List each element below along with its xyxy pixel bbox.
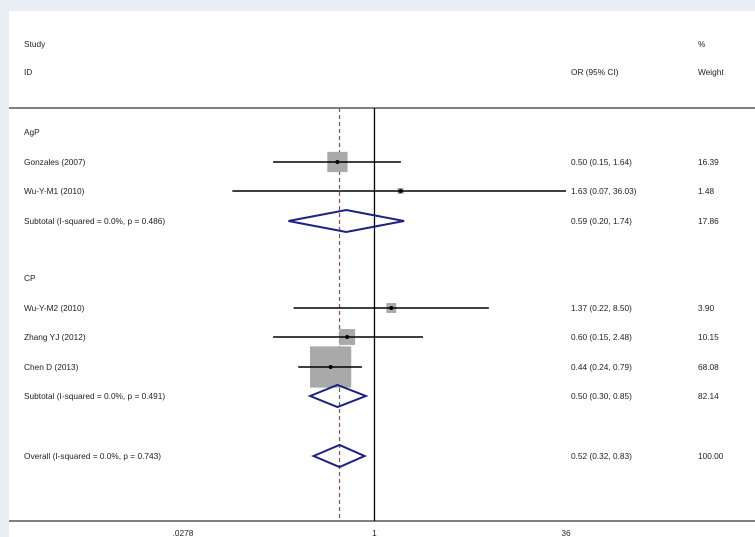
row-weight: 100.00 bbox=[698, 451, 724, 461]
group-label-agp: AgP bbox=[24, 127, 40, 137]
row-label: Subtotal (I-squared = 0.0%, p = 0.491) bbox=[24, 391, 165, 401]
header-weight: Weight bbox=[698, 67, 724, 77]
row-label: Subtotal (I-squared = 0.0%, p = 0.486) bbox=[24, 216, 165, 226]
x-tick-label: .0278 bbox=[173, 528, 194, 537]
row-label: Overall (I-squared = 0.0%, p = 0.743) bbox=[24, 451, 161, 461]
pooled-diamond bbox=[307, 383, 369, 409]
point-estimate bbox=[335, 160, 340, 164]
row-weight: 68.08 bbox=[698, 362, 719, 372]
row-label: Wu-Y-M1 (2010) bbox=[24, 186, 85, 196]
row-ci-text: 0.52 (0.32, 0.83) bbox=[571, 451, 632, 461]
row-weight: 17.86 bbox=[698, 216, 719, 226]
row-label: Chen D (2013) bbox=[24, 362, 79, 372]
point-estimate bbox=[328, 365, 333, 369]
header-or-ci: OR (95% CI) bbox=[571, 67, 619, 77]
point-estimate bbox=[398, 189, 403, 193]
pooled-diamond bbox=[288, 208, 405, 234]
row-ci-text: 1.63 (0.07, 36.03) bbox=[571, 186, 637, 196]
plot-marks bbox=[232, 151, 567, 469]
row-ci-text: 0.44 (0.24, 0.79) bbox=[571, 362, 632, 372]
row-ci-text: 0.50 (0.15, 1.64) bbox=[571, 157, 632, 167]
row-ci-text: 1.37 (0.22, 8.50) bbox=[571, 303, 632, 313]
point-estimate bbox=[345, 335, 350, 339]
header-percent: % bbox=[698, 39, 706, 49]
row-weight: 82.14 bbox=[698, 391, 719, 401]
row-ci-text: 0.60 (0.15, 2.48) bbox=[571, 332, 632, 342]
x-tick-label: 36 bbox=[561, 528, 571, 537]
row-label: Gonzales (2007) bbox=[24, 157, 86, 167]
row-label: Wu-Y-M2 (2010) bbox=[24, 303, 85, 313]
row-label: Zhang YJ (2012) bbox=[24, 332, 86, 342]
row-ci-text: 0.59 (0.20, 1.74) bbox=[571, 216, 632, 226]
row-weight: 10.15 bbox=[698, 332, 719, 342]
x-tick-label: 1 bbox=[372, 528, 377, 537]
group-label-cp: CP bbox=[24, 273, 36, 283]
forest-plot-svg: Study ID OR (95% CI) % Weight AgP CP Gon… bbox=[9, 39, 755, 537]
header-study: Study bbox=[24, 39, 46, 49]
row-ci-text: 0.50 (0.30, 0.85) bbox=[571, 391, 632, 401]
row-weight: 16.39 bbox=[698, 157, 719, 167]
pooled-diamond bbox=[311, 443, 368, 469]
row-weight: 3.90 bbox=[698, 303, 715, 313]
row-weight: 1.48 bbox=[698, 186, 715, 196]
forest-plot: Study ID OR (95% CI) % Weight AgP CP Gon… bbox=[9, 11, 755, 537]
header-id: ID bbox=[24, 67, 32, 77]
point-estimate bbox=[389, 306, 394, 310]
